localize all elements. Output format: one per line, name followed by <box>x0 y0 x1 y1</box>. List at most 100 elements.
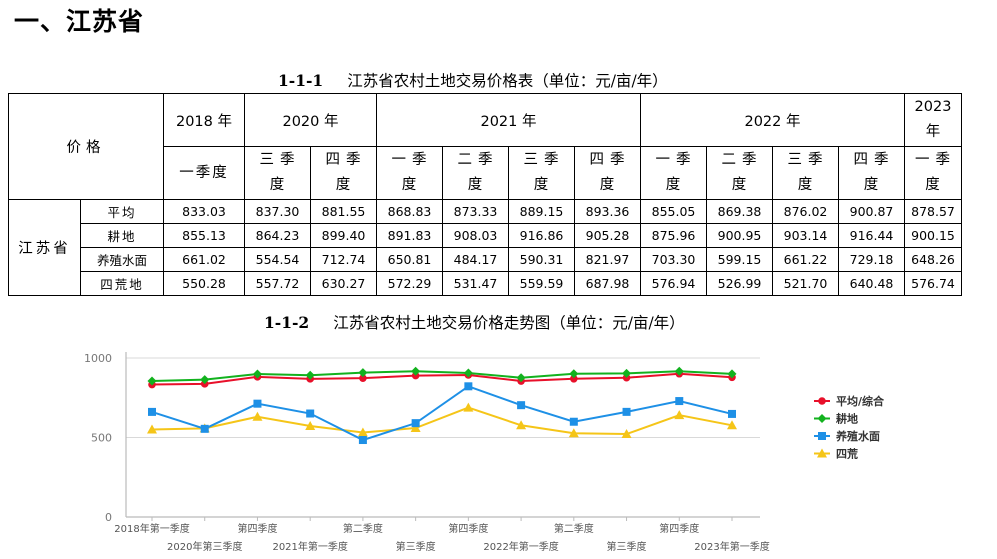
data-point <box>252 411 263 421</box>
table-cell: 640.48 <box>838 271 905 296</box>
legend-marker <box>817 414 827 423</box>
row-label: 四荒地 <box>80 271 164 296</box>
quarter-header: 一季度 <box>640 146 707 200</box>
legend-marker <box>818 397 826 405</box>
x-tick-label: 2022年第一季度 <box>483 540 558 553</box>
table-cell: 687.98 <box>574 271 641 296</box>
series-line <box>151 406 733 436</box>
table-cell: 891.83 <box>376 223 443 248</box>
table-caption: 1-1-1 江苏省农村土地交易价格表（单位：元/亩/年） <box>278 69 668 91</box>
table-cell: 630.27 <box>310 271 377 296</box>
legend-label: 四荒 <box>836 447 858 461</box>
data-point <box>727 369 737 379</box>
row-label: 养殖水面 <box>80 247 164 272</box>
data-point <box>569 417 578 426</box>
data-point <box>358 368 368 378</box>
data-point <box>517 401 526 410</box>
table-caption-title: 江苏省农村土地交易价格表（单位：元/亩/年） <box>347 72 668 90</box>
region-label: 江苏省 <box>8 199 81 296</box>
table-cell: 899.40 <box>310 223 377 248</box>
year-header: 2023 年 <box>904 93 962 147</box>
data-point <box>516 420 527 430</box>
table-cell: 729.18 <box>838 247 905 272</box>
x-tick-label: 第三季度 <box>396 540 436 553</box>
legend-label: 平均/综合 <box>836 394 885 408</box>
series-line <box>151 372 733 386</box>
x-tick-label: 2021年第一季度 <box>272 540 347 553</box>
quarter-header: 一季度 <box>376 146 443 200</box>
table-caption-number: 1-1-1 <box>278 71 324 90</box>
table-cell: 893.36 <box>574 199 641 224</box>
data-point <box>464 382 473 391</box>
table-row: 江苏省 平均 833.03 837.30 881.55 868.83 873.3… <box>8 199 962 296</box>
data-point <box>359 374 367 382</box>
table-row: 耕地 855.13 864.23 899.40 891.83 908.03 91… <box>9 223 962 248</box>
table-cell: 876.02 <box>772 199 839 224</box>
data-point <box>200 424 209 433</box>
quarter-header: 一季度 <box>163 146 245 200</box>
data-point <box>516 373 526 383</box>
data-point <box>675 397 684 406</box>
quarter-header: 二季度 <box>706 146 773 200</box>
table-cell: 900.87 <box>838 199 905 224</box>
table-cell: 712.74 <box>310 247 377 272</box>
row-label: 平均 <box>80 199 164 224</box>
legend-label: 耕地 <box>836 412 858 426</box>
table-cell: 521.70 <box>772 271 839 296</box>
x-tick-label: 2023年第一季度 <box>694 540 769 553</box>
data-point <box>674 410 685 420</box>
section-heading: 一、江苏省 <box>14 7 145 36</box>
quarter-header: 四季度 <box>838 146 905 200</box>
table-cell: 900.95 <box>706 223 773 248</box>
price-trend-chart: 0 500 1000 2018年第一季度 2020年第三季度 第四季度 2021年第一季度 第… <box>84 352 885 553</box>
table-cell: 526.99 <box>706 271 773 296</box>
table-cell: 881.55 <box>310 199 377 224</box>
table-cell: 661.02 <box>163 247 245 272</box>
data-point <box>253 399 262 408</box>
table-cell: 599.15 <box>706 247 773 272</box>
legend-marker <box>817 448 827 458</box>
data-point <box>148 407 156 416</box>
data-point <box>147 376 157 386</box>
x-tick-label: 2020年第三季度 <box>167 540 242 553</box>
table-cell: 661.22 <box>772 247 839 272</box>
year-header: 2020 年 <box>244 93 377 147</box>
table-cell: 837.30 <box>244 199 311 224</box>
data-point <box>252 369 262 379</box>
quarter-header: 一季度 <box>904 146 962 200</box>
quarter-header: 三季度 <box>772 146 839 200</box>
x-tick-label: 第三季度 <box>607 540 647 553</box>
x-tick-label: 第四季度 <box>448 522 488 535</box>
table-cell: 905.28 <box>574 223 641 248</box>
data-point <box>622 407 631 416</box>
table-cell: 855.13 <box>163 223 245 248</box>
table-cell: 576.74 <box>904 271 962 296</box>
table-corner-header: 价格 <box>8 93 164 200</box>
table-cell: 873.33 <box>442 199 509 224</box>
data-point <box>358 436 367 445</box>
data-point <box>568 428 579 438</box>
table-cell: 550.28 <box>163 271 245 296</box>
table-cell: 590.31 <box>508 247 575 272</box>
y-tick-label: 1000 <box>84 352 112 365</box>
table-cell: 869.38 <box>706 199 773 224</box>
table-cell: 878.57 <box>904 199 962 224</box>
quarter-header: 四季度 <box>310 146 377 200</box>
table-cell: 821.97 <box>574 247 641 272</box>
table-cell: 557.72 <box>244 271 311 296</box>
x-tick-label: 第四季度 <box>237 522 277 535</box>
data-point <box>622 368 632 378</box>
x-tick-label: 2018年第一季度 <box>114 522 189 535</box>
data-point <box>463 402 474 412</box>
quarter-header: 二季度 <box>442 146 509 200</box>
series-line <box>151 370 733 383</box>
table-row: 养殖水面 661.02 554.54 712.74 650.81 484.17 … <box>9 247 962 272</box>
table-cell: 908.03 <box>442 223 509 248</box>
table-cell: 916.86 <box>508 223 575 248</box>
table-cell: 868.83 <box>376 199 443 224</box>
table-cell: 559.59 <box>508 271 575 296</box>
table-cell: 554.54 <box>244 247 311 272</box>
table-cell: 650.81 <box>376 247 443 272</box>
series-line <box>151 385 733 442</box>
table-cell: 900.15 <box>904 223 962 248</box>
